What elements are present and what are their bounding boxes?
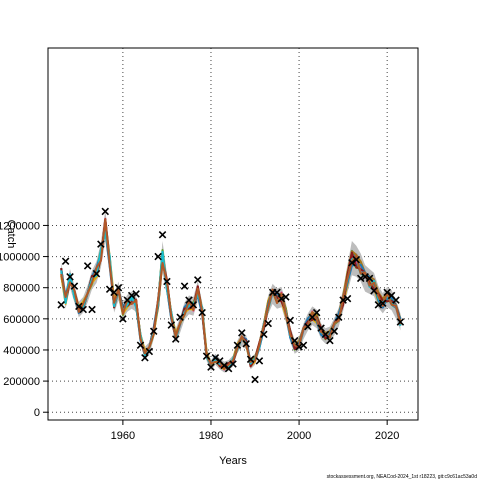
observed-point [286,316,295,325]
credit-text: stockassessment.org, NEACod-2024_1st r18… [327,474,478,480]
observed-point [260,330,268,339]
observed-point [61,257,70,266]
observed-point [176,313,184,322]
observed-point [251,375,259,384]
observed-point [97,240,105,248]
observed-point [163,277,171,286]
observed-point [105,285,114,294]
observed-point [255,357,264,365]
observed-point [330,327,339,336]
observed-point [75,302,83,311]
observed-point [207,363,215,371]
x-tick-label: 2020 [375,430,399,442]
observed-point [277,294,286,303]
observed-point [396,318,405,326]
observed-point [304,322,312,331]
observed-point [132,290,140,298]
y-axis-title: Catch [5,220,17,249]
observed-point [66,273,74,281]
observed-point [141,353,149,362]
observed-point [202,352,211,360]
observed-point [352,255,361,264]
observed-point [229,360,237,368]
observed-point [383,288,391,297]
y-tick-label: 400000 [3,345,40,357]
observed-point [114,283,123,292]
observed-point [378,299,387,308]
observed-point [145,347,154,356]
y-tick-label: 200000 [3,376,40,388]
observed-point [312,308,321,317]
observed-point [295,343,303,351]
x-axis: 1960 1980 2000 2020 [111,420,399,442]
y-axis: 0 200000 400000 600000 800000 1000000 1200000 [0,220,48,419]
observed-point [361,273,369,281]
x-axis-title: Years [219,455,247,467]
observed-point [343,294,352,303]
observed-point [171,335,180,343]
observed-point [149,327,158,336]
observed-point [242,339,250,348]
observed-point [273,288,281,297]
observed-point [326,336,334,345]
observed-point [198,308,206,317]
observed-point [167,321,176,329]
x-tick-label: 2000 [287,430,311,442]
observed-point [299,341,308,350]
observed-point [158,231,167,239]
observed-point [238,329,246,337]
observed-point [220,361,228,370]
observed-point [70,282,79,290]
observed-point [392,296,400,304]
observed-point [154,252,162,261]
observed-point [83,262,92,270]
observed-point [57,301,65,309]
observed-point [127,291,136,300]
observed-point [193,276,202,284]
observed-point [264,319,273,328]
observed-point [88,305,96,314]
y-tick-label: 800000 [3,283,40,295]
observed-point [119,315,127,323]
observed-point [136,341,145,350]
observed-point [290,336,299,345]
x-tick-label: 1960 [111,430,135,442]
observed-point [101,207,110,216]
observed-point [211,353,220,362]
plot-frame [47,47,419,421]
y-tick-label: 600000 [3,314,40,326]
observed-point [339,296,347,304]
observed-point [317,324,325,332]
observed-point [79,305,88,314]
observed-point [356,274,365,283]
observed-point [282,293,290,301]
observed-point [246,355,255,364]
observed-point [334,313,343,322]
y-tick-label: 1000000 [0,252,40,264]
observed-point [348,259,356,267]
observed-point [233,341,242,350]
y-tick-label: 1200000 [0,220,40,232]
observed-point [180,282,189,290]
observed-point [189,301,198,309]
observed-points [57,207,405,384]
observed-point [321,330,330,339]
x-tick-label: 1980 [199,430,223,442]
observed-point [370,287,378,295]
observed-point [92,269,101,278]
observed-point [365,274,374,283]
y-tick-label: 0 [34,407,40,419]
observed-point [374,301,383,309]
